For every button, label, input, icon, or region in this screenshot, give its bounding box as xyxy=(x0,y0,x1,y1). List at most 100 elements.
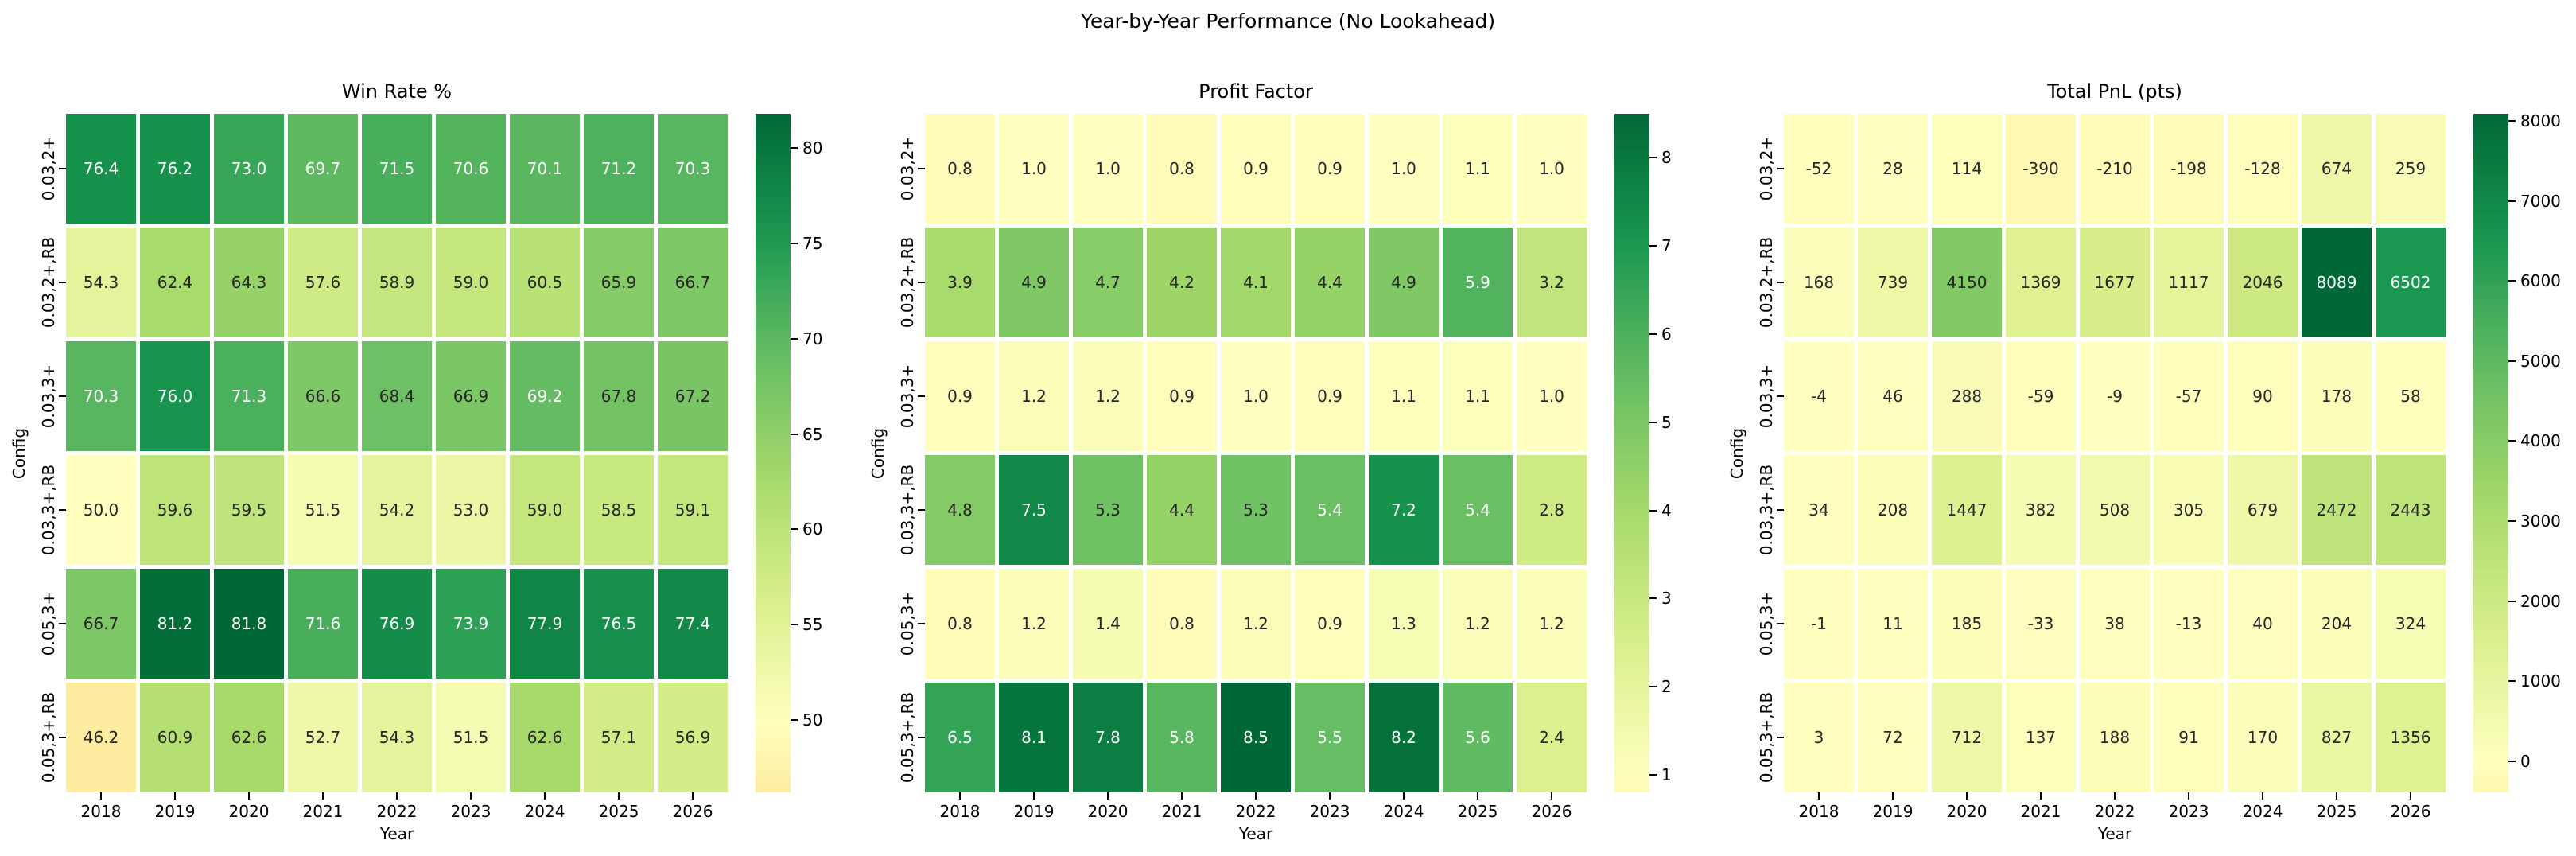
y-tick-mark xyxy=(59,509,66,511)
heatmap-cell: 11 xyxy=(1858,569,1928,679)
x-tick-labels: 2018 2019 2020 2021 2022 2023 2024 2025 2026 xyxy=(925,792,1587,840)
heatmap-cell: 1369 xyxy=(2006,228,2076,337)
x-tick-label: 2021 xyxy=(1161,802,1203,821)
colorbar-tick-mark xyxy=(791,433,798,435)
y-tick-label: 0.05,3+,RB xyxy=(39,691,58,784)
heatmap-cell: 4.2 xyxy=(1147,228,1217,337)
heatmap-cell: 674 xyxy=(2302,114,2372,224)
colorbar-tick-label: 7 xyxy=(1661,236,1672,256)
colorbar-tick-mark xyxy=(1649,509,1657,512)
colorbar-tick-mark xyxy=(791,337,798,340)
y-tick-label: 0.05,3+,RB xyxy=(898,691,917,784)
y-tick-mark xyxy=(59,168,66,169)
heatmap-cell: -9 xyxy=(2080,341,2150,451)
y-tick-label: 0.05,3+ xyxy=(1757,591,1776,656)
x-tick-mark xyxy=(544,792,546,800)
colorbar-tick-mark xyxy=(1649,773,1657,776)
x-tick-mark xyxy=(1966,792,1968,800)
colorbar-tick-mark xyxy=(2508,519,2516,522)
heatmap-cell: 70.3 xyxy=(658,114,728,224)
colorbar-tick-labels: 1 2 3 4 5 6 7 8 xyxy=(1649,114,1718,792)
x-tick-label: 2021 xyxy=(302,802,344,821)
heatmap-cell: 6.5 xyxy=(925,683,995,792)
heatmap-cell: 8.5 xyxy=(1221,683,1291,792)
heatmap-cell: 67.2 xyxy=(658,341,728,451)
colorbar-tick-label: 70 xyxy=(802,329,823,348)
heatmap-cell: 71.5 xyxy=(362,114,432,224)
heatmap-cell: -59 xyxy=(2006,341,2076,451)
colorbar-tick-label: 3000 xyxy=(2520,511,2561,531)
x-tick-mark xyxy=(2262,792,2263,800)
heatmap-cell: -1 xyxy=(1784,569,1854,679)
x-tick-label: 2020 xyxy=(1087,802,1129,821)
heatmap-cell: 8.2 xyxy=(1369,683,1439,792)
heatmap-cell: 7.5 xyxy=(999,455,1069,565)
heatmap-cell: 1447 xyxy=(1932,455,2002,565)
heatmap-cell: 57.6 xyxy=(288,228,358,337)
heatmap-cell: 67.8 xyxy=(584,341,654,451)
heatmap-cell: 34 xyxy=(1784,455,1854,565)
y-tick-mark xyxy=(1777,509,1784,511)
colorbar-tick-mark xyxy=(1649,157,1657,159)
heatmap-cell: 2.4 xyxy=(1517,683,1587,792)
y-tick-mark xyxy=(1777,737,1784,738)
panel-title: Profit Factor xyxy=(1199,80,1313,103)
heatmap-cell: 66.7 xyxy=(658,228,728,337)
y-tick-mark xyxy=(59,623,66,624)
colorbar-tick-mark xyxy=(2508,680,2516,683)
y-tick-mark xyxy=(59,737,66,738)
colorbar-tick-mark xyxy=(2508,360,2516,362)
heatmap-cell: 305 xyxy=(2154,455,2224,565)
y-tick-label: 0.05,3+ xyxy=(898,591,917,656)
y-tick-mark xyxy=(918,168,925,169)
heatmap-cell: 0.9 xyxy=(925,341,995,451)
heatmap-panel-win-rate: Win Rate % Config 0.03,2+ 0.03,2+,RB 0.03,… xyxy=(0,0,859,856)
y-tick-labels: 0.03,2+ 0.03,2+,RB 0.03,3+ 0.03,3+,RB 0.05,3… xyxy=(1718,114,1784,792)
heatmap-cell: 3.9 xyxy=(925,228,995,337)
colorbar xyxy=(756,114,791,792)
heatmap-cell: 4.8 xyxy=(925,455,995,565)
colorbar-tick-mark xyxy=(2508,440,2516,442)
colorbar-tick-label: 0 xyxy=(2520,751,2531,771)
heatmap-cell: -4 xyxy=(1784,341,1854,451)
heatmap-cell: 76.0 xyxy=(140,341,210,451)
colorbar-tick-label: 3 xyxy=(1661,589,1672,609)
heatmap-cell: 1.0 xyxy=(1517,114,1587,224)
heatmap-cell: 4.7 xyxy=(1073,228,1143,337)
heatmap-cell: -52 xyxy=(1784,114,1854,224)
heatmap-cell: 0.9 xyxy=(1295,341,1365,451)
x-tick-label: 2022 xyxy=(376,802,418,821)
y-tick-mark xyxy=(918,395,925,397)
heatmap-cell: 0.8 xyxy=(925,569,995,679)
heatmap-cell: 0.9 xyxy=(1221,114,1291,224)
colorbar-tick-label: 8000 xyxy=(2520,111,2561,130)
x-tick-mark xyxy=(1892,792,1894,800)
heatmap-cell: 76.9 xyxy=(362,569,432,679)
heatmap-cell: 40 xyxy=(2228,569,2298,679)
x-tick-mark xyxy=(692,792,694,800)
heatmap-cell: 59.5 xyxy=(214,455,284,565)
heatmap-cell: 0.8 xyxy=(925,114,995,224)
heatmap-cell: 4.4 xyxy=(1295,228,1365,337)
y-tick-label: 0.03,2+,RB xyxy=(898,236,917,329)
x-tick-mark xyxy=(1551,792,1552,800)
heatmap-cell: 46.2 xyxy=(66,683,136,792)
colorbar-tick-label: 5000 xyxy=(2520,351,2561,371)
heatmap-cell: 58 xyxy=(2376,341,2446,451)
heatmap-cell: 59.0 xyxy=(510,455,580,565)
heatmap-cell: 73.0 xyxy=(214,114,284,224)
heatmap-cell: 4.4 xyxy=(1147,455,1217,565)
heatmap-cell: 71.6 xyxy=(288,569,358,679)
x-tick-mark xyxy=(959,792,961,800)
heatmap-cell: 1677 xyxy=(2080,228,2150,337)
heatmap-cell: -198 xyxy=(2154,114,2224,224)
colorbar-tick-label: 75 xyxy=(802,233,823,253)
x-tick-mark xyxy=(2336,792,2337,800)
heatmap-cell: 5.6 xyxy=(1443,683,1513,792)
colorbar-tick-mark xyxy=(1649,245,1657,247)
heatmap-cell: 168 xyxy=(1784,228,1854,337)
heatmap-cell: 54.3 xyxy=(66,228,136,337)
x-tick-mark xyxy=(1403,792,1405,800)
x-axis-label: Year xyxy=(1238,824,1273,843)
panel-title: Total PnL (pts) xyxy=(2047,80,2182,103)
